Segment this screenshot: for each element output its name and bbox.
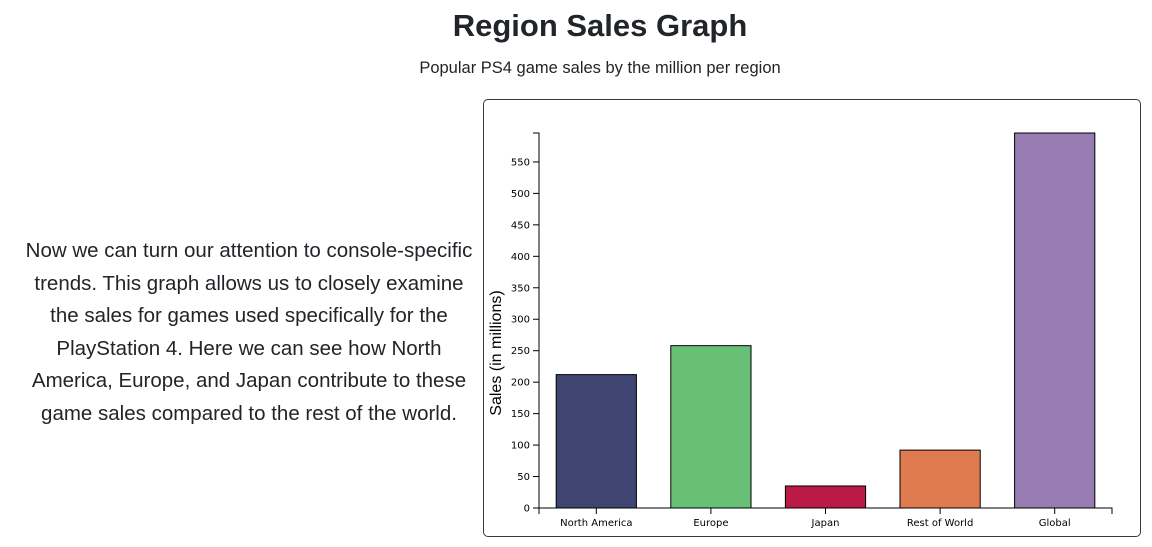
bar-chart: 0 50 100 150 200 250 300 350 400 450 500 550 North … <box>488 132 1113 529</box>
x-axis: North America Europe Japan Rest of World Glo… <box>538 507 1113 529</box>
y-tick-label: 0 <box>524 504 530 515</box>
page-title: Region Sales Graph <box>452 8 748 43</box>
y-tick-label: 50 <box>517 472 530 483</box>
x-tick-label: Japan <box>811 518 840 529</box>
y-axis-title: Sales (in millions) <box>488 290 505 415</box>
x-tick-label: Rest of World <box>907 518 973 529</box>
bars <box>555 132 1096 509</box>
y-tick-label: 300 <box>511 315 530 326</box>
bar-europe[interactable] <box>670 345 752 509</box>
bar-north-america[interactable] <box>555 374 637 509</box>
x-tick-label: Europe <box>693 518 728 529</box>
y-axis-line <box>533 132 540 509</box>
description-text: Now we can turn our attention to console… <box>25 239 473 425</box>
y-tick-label: 550 <box>511 157 530 168</box>
y-tick-label: 350 <box>511 283 530 294</box>
y-tick-label: 400 <box>511 252 530 263</box>
chart-card: 0 50 100 150 200 250 300 350 400 450 500 550 North … <box>483 99 1141 537</box>
y-axis: 0 50 100 150 200 250 300 350 400 450 500 550 <box>511 132 540 515</box>
y-tick-label: 100 <box>511 441 530 452</box>
bar-rest-of-world[interactable] <box>899 449 981 509</box>
y-tick-label: 150 <box>511 409 530 420</box>
y-tick-label: 250 <box>511 346 530 357</box>
page-subtitle: Popular PS4 game sales by the million pe… <box>419 59 781 77</box>
y-tick-label: 450 <box>511 220 530 231</box>
bar-japan[interactable] <box>784 485 867 509</box>
x-tick-label: Global <box>1039 518 1071 529</box>
x-tick-label: North America <box>560 518 632 529</box>
y-tick-label: 500 <box>511 189 530 200</box>
y-tick-label: 200 <box>511 378 530 389</box>
bar-global[interactable] <box>1014 132 1096 509</box>
